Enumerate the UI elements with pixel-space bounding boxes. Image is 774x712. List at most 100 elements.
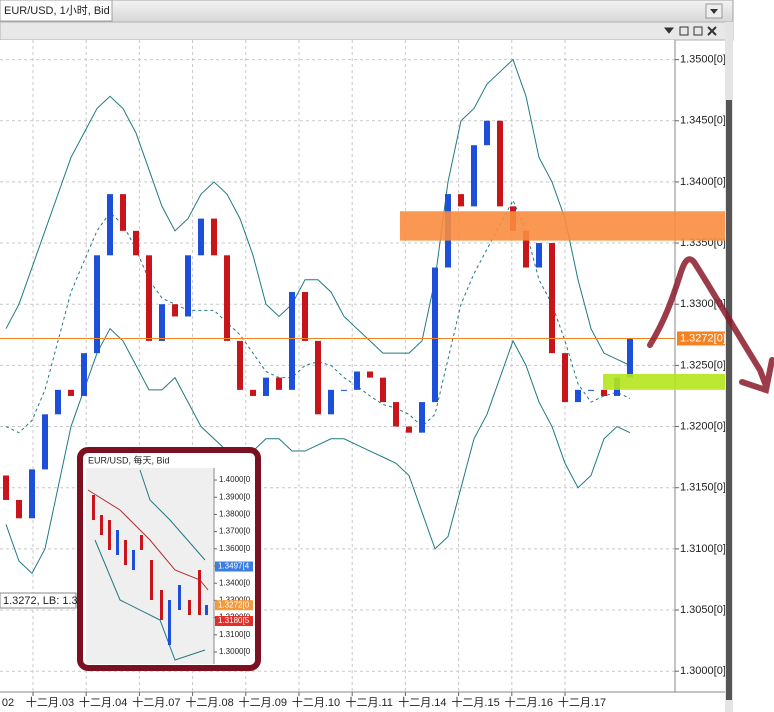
y-tick-label: 1.3200[0] bbox=[680, 420, 726, 432]
candle-body bbox=[393, 402, 399, 427]
candle-body bbox=[523, 230, 529, 268]
x-tick-label: 十二月.11 bbox=[345, 695, 392, 709]
candle-body bbox=[575, 389, 581, 403]
candle-body bbox=[172, 304, 178, 317]
candle-body bbox=[42, 414, 48, 470]
restore-button[interactable] bbox=[693, 26, 703, 36]
inset-price-tag bbox=[215, 600, 253, 611]
inset-y-tick-label: 1.3100[0 bbox=[219, 630, 251, 639]
price-axis: 1.3000[0] 1.3050[0] 1.3100[0] 1.3150[0] 1.32… bbox=[675, 53, 726, 677]
candle-body bbox=[263, 377, 269, 396]
inset-y-tick-label: 1.3700[0 bbox=[219, 527, 251, 536]
inset-title: EUR/USD, 每天, Bid bbox=[88, 454, 170, 465]
candle-body bbox=[120, 194, 126, 231]
candle-body bbox=[315, 340, 321, 415]
y-tick-label: 1.3050[0] bbox=[680, 604, 726, 616]
x-tick-label: 十二月.16 bbox=[505, 695, 553, 709]
y-tick-label: 1.3450[0] bbox=[680, 115, 726, 127]
candle-body bbox=[549, 243, 555, 354]
candle-body bbox=[224, 255, 230, 341]
candle-body bbox=[302, 291, 308, 341]
candle-body bbox=[367, 371, 373, 378]
y-tick-label: 1.3000[0] bbox=[680, 665, 726, 677]
candle-body bbox=[29, 469, 35, 519]
candle-body bbox=[458, 194, 464, 207]
candle-body bbox=[497, 120, 503, 207]
inset-y-tick-label: 1.3800[0 bbox=[219, 510, 251, 519]
candle-body bbox=[146, 255, 152, 341]
y-tick-label: 1.3100[0] bbox=[680, 543, 726, 555]
candle-body bbox=[432, 267, 438, 403]
price-tag-label: 1.3272[0] bbox=[680, 332, 726, 344]
hand-drawn-arrow bbox=[647, 256, 774, 394]
x-tick-label: 十二月.10 bbox=[292, 695, 340, 709]
y-tick-label: 1.3400[0] bbox=[680, 176, 726, 188]
highlight-zone bbox=[603, 373, 728, 390]
dropdown-button[interactable] bbox=[663, 27, 675, 34]
candle-body bbox=[289, 291, 295, 390]
candle-body bbox=[16, 499, 22, 519]
x-tick-label: 十二月.04 bbox=[79, 695, 127, 709]
candle-body bbox=[68, 389, 74, 396]
candle-body bbox=[107, 194, 113, 256]
candle-body bbox=[536, 243, 542, 268]
inset-price-tag bbox=[215, 561, 253, 572]
candle-body bbox=[380, 377, 386, 403]
window-buttons bbox=[663, 26, 717, 36]
highlight-zone bbox=[400, 211, 730, 241]
x-tick-label: 十二月.17 bbox=[558, 695, 606, 709]
inset-y-tick-label: 1.3900[0 bbox=[219, 492, 251, 501]
candle-body bbox=[627, 338, 633, 378]
title-tab[interactable] bbox=[0, 0, 113, 22]
candle-body bbox=[601, 389, 607, 396]
inset-y-tick-label: 1.3600[0 bbox=[219, 544, 251, 553]
menu-icon bbox=[710, 9, 718, 14]
candle-body bbox=[354, 371, 360, 390]
candle-body bbox=[406, 426, 412, 433]
inset-y-tick-label: 1.4000[0 bbox=[219, 475, 251, 484]
x-tick-label: 十二月.15 bbox=[451, 695, 499, 709]
close-button[interactable] bbox=[707, 26, 717, 36]
x-tick-label: 十二月.07 bbox=[132, 695, 180, 709]
inset-ma bbox=[87, 489, 209, 591]
inset-price-tag-label: 1.3272[0 bbox=[218, 600, 250, 609]
candle-body bbox=[133, 230, 139, 256]
y-tick-label: 1.3500[0] bbox=[680, 53, 726, 65]
x-tick-label: 02 bbox=[2, 697, 14, 709]
bollinger-lower bbox=[5, 327, 631, 575]
price-tag bbox=[677, 331, 725, 346]
minimize-button[interactable] bbox=[679, 26, 689, 36]
x-tick-label: 十二月.09 bbox=[239, 695, 287, 709]
candle-body bbox=[185, 255, 191, 317]
candle-body bbox=[588, 389, 594, 391]
inset-y-tick-label: 1.3300[0 bbox=[219, 595, 251, 604]
bollinger-upper bbox=[5, 58, 631, 366]
inset-y-tick-label: 1.3000[0 bbox=[219, 647, 251, 656]
cursor-label-box bbox=[0, 592, 77, 609]
candle-body bbox=[276, 377, 282, 390]
candle-body bbox=[198, 218, 204, 256]
x-tick-label: 十二月.08 bbox=[185, 695, 233, 709]
y-tick-label: 1.3300[0] bbox=[680, 298, 726, 310]
candle-body bbox=[237, 340, 243, 390]
candle-body bbox=[55, 389, 61, 415]
time-axis: 02 十二月.03 十二月.04 十二月.07 十二月.08 十二月.09 十二月.10 十二… bbox=[2, 692, 606, 709]
toolbar bbox=[0, 21, 734, 41]
candle-body bbox=[250, 389, 256, 396]
candle-body bbox=[341, 389, 347, 391]
candle-body bbox=[471, 145, 477, 207]
candle-body bbox=[484, 120, 490, 146]
y-tick-label: 1.3250[0] bbox=[680, 359, 726, 371]
candle-body bbox=[3, 475, 9, 500]
candle-body bbox=[562, 353, 568, 403]
scrollbar-thumb[interactable] bbox=[726, 100, 732, 700]
inset-price-tag bbox=[215, 616, 253, 627]
inset-band bbox=[139, 469, 206, 561]
candle-body bbox=[328, 389, 334, 415]
inset-y-tick-label: 1.3400[0 bbox=[219, 578, 251, 587]
x-tick-label: 十二月.03 bbox=[26, 695, 74, 709]
inset-price-tag-label: 1.3180[5 bbox=[218, 616, 250, 625]
window-title: EUR/USD, 1小时, Bid bbox=[4, 4, 110, 17]
candle-body bbox=[159, 304, 165, 341]
